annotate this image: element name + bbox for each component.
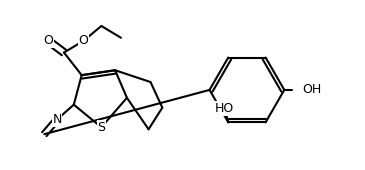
Text: O: O xyxy=(79,34,89,47)
Text: HO: HO xyxy=(215,102,234,115)
Text: N: N xyxy=(53,113,62,126)
Text: OH: OH xyxy=(302,83,321,96)
Text: S: S xyxy=(97,121,105,134)
Text: O: O xyxy=(43,34,53,47)
